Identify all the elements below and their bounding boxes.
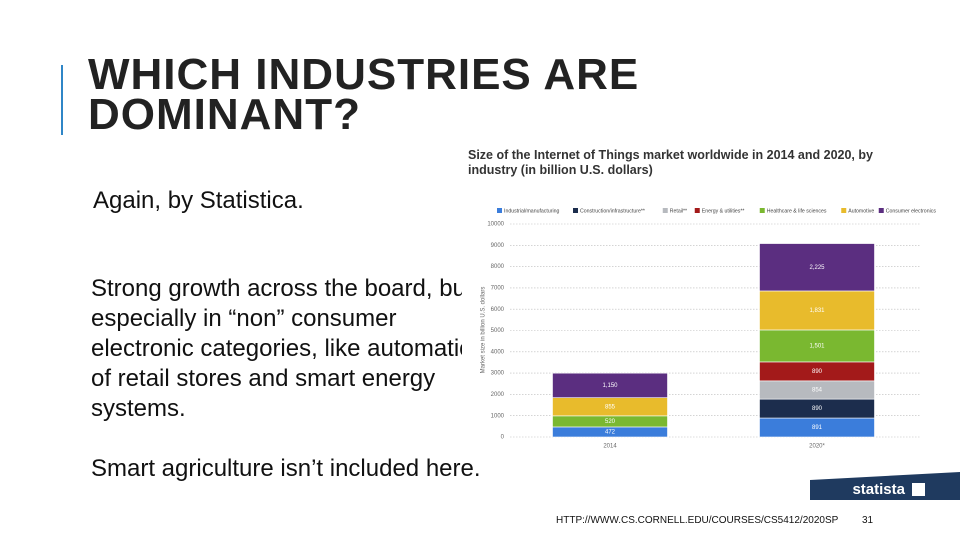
- value-label: 472: [605, 430, 616, 436]
- y-tick-label: 3000: [491, 371, 505, 377]
- y-tick-label: 10000: [487, 222, 504, 228]
- value-label: 1,150: [602, 383, 618, 389]
- y-tick-label: 6000: [491, 307, 505, 313]
- y-tick-label: 7000: [491, 285, 505, 291]
- y-tick-label: 0: [501, 435, 505, 441]
- value-label: 854: [812, 388, 823, 394]
- value-label: 890: [812, 406, 823, 412]
- x-tick-label: 2014: [603, 444, 617, 450]
- bullet: Again, by Statistica.: [93, 187, 304, 214]
- y-tick-label: 2000: [491, 392, 505, 398]
- value-label: 2,225: [809, 265, 825, 271]
- value-label: 1,501: [809, 344, 825, 350]
- legend-swatch: [878, 208, 884, 213]
- logo-text: statista: [852, 481, 905, 498]
- value-label: 891: [812, 425, 823, 431]
- legend-label: Healthcare & life sciences: [767, 208, 827, 214]
- legend-label: Automotive: [848, 208, 874, 214]
- legend-swatch: [662, 208, 668, 213]
- legend-label: Consumer electronics: [886, 208, 937, 214]
- value-label: 1,831: [809, 308, 825, 314]
- legend-swatch: [694, 208, 700, 213]
- page-number: 31: [862, 515, 874, 526]
- y-tick-label: 1000: [491, 413, 505, 419]
- y-axis-title: Market size in billion U.S. dollars: [481, 287, 487, 374]
- chart-title: Size of the Internet of Things market wo…: [468, 148, 873, 177]
- y-tick-label: 5000: [491, 328, 505, 334]
- y-tick-label: 4000: [491, 349, 505, 355]
- legend-swatch: [841, 208, 847, 213]
- legend-label: Energy & utilities**: [702, 208, 745, 214]
- logo-icon: [912, 483, 925, 496]
- bar-segment: [759, 290, 875, 331]
- accent-bar: [61, 65, 63, 135]
- y-tick-label: 9000: [491, 243, 505, 249]
- bar-segment: [759, 329, 875, 363]
- bar-segment: [552, 372, 668, 398]
- bar-segment: [759, 243, 875, 292]
- value-label: 855: [605, 404, 616, 410]
- bullet: Smart agriculture isn’t included here.: [91, 455, 481, 482]
- legend-swatch: [759, 208, 765, 213]
- legend-swatch: [497, 208, 502, 213]
- bullet: Strong growth across the board, but espe…: [91, 275, 486, 422]
- footer-url: HTTP://WWW.CS.CORNELL.EDU/COURSES/CS5412…: [556, 515, 839, 526]
- slide-title: WHICH INDUSTRIES ARE DOMINANT?: [88, 50, 640, 139]
- legend-label: Retail**: [670, 208, 687, 214]
- x-tick-label: 2020*: [809, 444, 825, 450]
- value-label: 520: [605, 419, 616, 425]
- legend-label: Construction/infrastructure**: [580, 208, 645, 214]
- legend-swatch: [573, 208, 578, 213]
- y-tick-label: 8000: [491, 264, 505, 270]
- legend-label: Industrial/manufacturing: [504, 208, 559, 214]
- value-label: 890: [812, 369, 823, 375]
